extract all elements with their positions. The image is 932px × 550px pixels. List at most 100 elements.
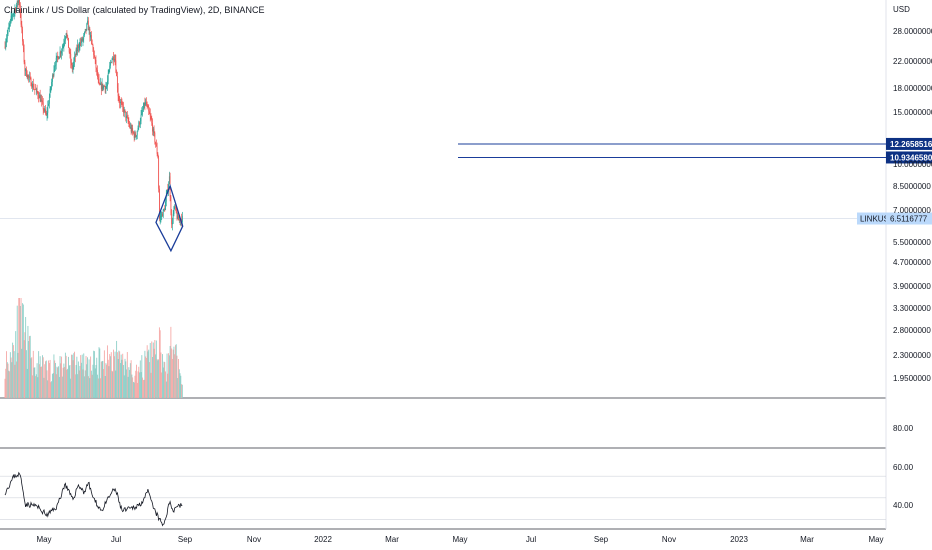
candle-body[interactable]	[26, 76, 28, 78]
candle-body[interactable]	[158, 158, 160, 189]
candle-body[interactable]	[18, 0, 20, 3]
candle-body[interactable]	[179, 219, 181, 222]
candle-body[interactable]	[150, 116, 152, 119]
candle-body[interactable]	[65, 33, 67, 38]
candle-body[interactable]	[25, 68, 27, 72]
candle-body[interactable]	[61, 51, 62, 54]
candle-body[interactable]	[136, 131, 138, 136]
candle-body[interactable]	[168, 176, 170, 185]
candle-body[interactable]	[92, 44, 94, 49]
candle-body[interactable]	[71, 62, 72, 66]
candle-body[interactable]	[14, 8, 16, 12]
candle-body[interactable]	[115, 60, 117, 72]
candle-body[interactable]	[129, 126, 131, 128]
candle-body[interactable]	[143, 102, 145, 109]
candle-body[interactable]	[147, 105, 149, 108]
candle-body[interactable]	[49, 88, 51, 97]
candle-body[interactable]	[138, 122, 140, 129]
candle-body[interactable]	[39, 95, 41, 102]
candle-body[interactable]	[136, 135, 137, 137]
candle-body[interactable]	[108, 69, 110, 74]
candle-body[interactable]	[31, 85, 33, 88]
candle-body[interactable]	[35, 88, 37, 90]
candle-body[interactable]	[75, 49, 77, 57]
candle-body[interactable]	[120, 101, 122, 103]
candle-body[interactable]	[141, 111, 143, 115]
candle-body[interactable]	[120, 101, 121, 104]
candle-body[interactable]	[155, 144, 157, 147]
candle-body[interactable]	[11, 15, 13, 17]
candle-body[interactable]	[32, 83, 33, 88]
candle-body[interactable]	[71, 65, 73, 70]
candle-body[interactable]	[42, 100, 43, 103]
candle-body[interactable]	[55, 57, 57, 66]
candle-body[interactable]	[116, 76, 118, 89]
candle-body[interactable]	[132, 127, 134, 132]
candle-body[interactable]	[48, 96, 50, 104]
candle-body[interactable]	[109, 65, 111, 70]
candle-body[interactable]	[170, 196, 172, 214]
candle-body[interactable]	[38, 95, 40, 99]
candle-body[interactable]	[128, 121, 130, 124]
candle-body[interactable]	[4, 46, 6, 48]
candle-body[interactable]	[88, 28, 90, 31]
candle-body[interactable]	[110, 62, 112, 63]
candle-body[interactable]	[69, 52, 71, 54]
candle-body[interactable]	[101, 83, 103, 90]
candle-body[interactable]	[100, 83, 101, 85]
candle-body[interactable]	[106, 86, 108, 88]
candle-body[interactable]	[63, 43, 65, 46]
candle-body[interactable]	[56, 55, 58, 58]
candle-body[interactable]	[81, 38, 82, 43]
candle-body[interactable]	[7, 28, 9, 34]
candle-body[interactable]	[172, 223, 173, 225]
candle-body[interactable]	[129, 123, 130, 128]
candle-body[interactable]	[168, 184, 169, 192]
candle-body[interactable]	[107, 73, 109, 81]
candle-body[interactable]	[139, 122, 140, 125]
candle-body[interactable]	[86, 23, 88, 30]
candle-body[interactable]	[30, 78, 32, 86]
candle-body[interactable]	[110, 62, 111, 66]
candle-body[interactable]	[174, 206, 176, 208]
candle-body[interactable]	[122, 103, 124, 107]
candle-body[interactable]	[77, 45, 79, 48]
candle-body[interactable]	[28, 75, 30, 78]
candle-body[interactable]	[51, 81, 53, 88]
candle-body[interactable]	[165, 201, 166, 211]
candle-body[interactable]	[76, 49, 78, 51]
candle-body[interactable]	[90, 35, 92, 41]
candle-body[interactable]	[93, 48, 95, 56]
candle-body[interactable]	[82, 38, 84, 41]
candle-body[interactable]	[67, 35, 69, 38]
candle-body[interactable]	[121, 102, 123, 104]
candle-body[interactable]	[161, 213, 163, 217]
candle-body[interactable]	[123, 106, 124, 113]
candle-body[interactable]	[160, 216, 162, 218]
candle-body[interactable]	[42, 102, 44, 110]
candle-body[interactable]	[62, 45, 64, 49]
candle-body[interactable]	[22, 41, 24, 48]
candle-body[interactable]	[27, 75, 29, 78]
candle-body[interactable]	[16, 0, 18, 6]
candle-body[interactable]	[60, 51, 62, 54]
candle-body[interactable]	[177, 215, 179, 219]
candle-body[interactable]	[117, 88, 119, 97]
candle-body[interactable]	[105, 86, 107, 90]
candle-body[interactable]	[58, 56, 60, 60]
candle-body[interactable]	[26, 68, 27, 77]
candle-body[interactable]	[19, 5, 21, 15]
candle-body[interactable]	[178, 215, 179, 221]
candle-body[interactable]	[46, 112, 48, 115]
candle-body[interactable]	[6, 38, 7, 43]
candle-body[interactable]	[13, 11, 15, 14]
candle-body[interactable]	[113, 56, 114, 61]
candle-body[interactable]	[21, 24, 23, 30]
candle-body[interactable]	[155, 141, 156, 145]
candle-body[interactable]	[173, 206, 175, 215]
candle-body[interactable]	[133, 133, 135, 138]
candle-body[interactable]	[73, 61, 75, 66]
candle-body[interactable]	[53, 69, 55, 76]
candle-body[interactable]	[9, 19, 11, 24]
candle-body[interactable]	[176, 212, 178, 219]
